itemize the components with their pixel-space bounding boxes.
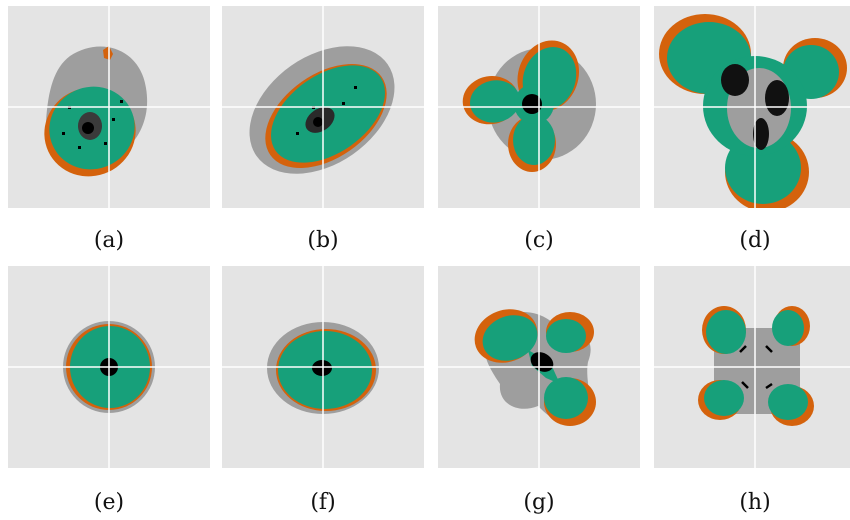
panel-c-image [438, 6, 640, 208]
panel-e-image [8, 266, 210, 468]
caption-c: (c) [524, 228, 554, 253]
panel-d-image [654, 6, 850, 208]
caption-f: (f) [310, 490, 336, 515]
panel-e [8, 266, 210, 468]
panel-f [222, 266, 424, 468]
caption-a: (a) [93, 228, 125, 253]
panel-d [654, 6, 850, 208]
panel-g [438, 266, 640, 468]
panel-b [222, 6, 424, 208]
caption-d: (d) [739, 228, 771, 253]
caption-g: (g) [523, 490, 555, 515]
caption-h: (h) [739, 490, 771, 515]
panel-h [654, 266, 850, 468]
panel-a [8, 6, 210, 208]
panel-b-image [222, 6, 424, 208]
panel-h-image [654, 266, 850, 468]
caption-b: (b) [307, 228, 339, 253]
caption-e: (e) [93, 490, 125, 515]
panel-a-image [8, 6, 210, 208]
panel-g-image [438, 266, 640, 468]
panel-c [438, 6, 640, 208]
panel-f-image [222, 266, 424, 468]
